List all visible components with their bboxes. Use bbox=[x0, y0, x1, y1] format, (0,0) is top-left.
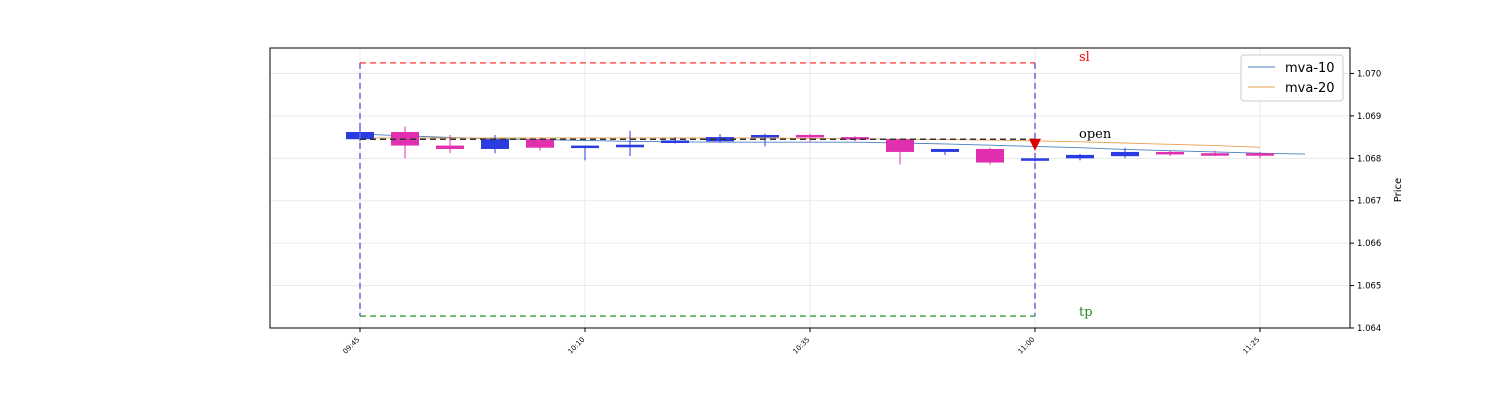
candle-body bbox=[931, 148, 959, 152]
candle-body bbox=[616, 144, 644, 148]
legend-label-mva-10: mva-10 bbox=[1285, 61, 1335, 76]
trade-box bbox=[359, 62, 1041, 317]
candle-body bbox=[796, 134, 824, 138]
x-tick-label: 10:35 bbox=[791, 336, 811, 356]
x-tick-label: 11:25 bbox=[1241, 336, 1261, 356]
candle-body bbox=[886, 139, 914, 152]
candle-body bbox=[1156, 151, 1184, 155]
x-axis: 09:45 10:10 10:35 11:00 11:25 bbox=[341, 328, 1261, 356]
y-axis-label: Price bbox=[1393, 178, 1404, 202]
sl-label: sl bbox=[1079, 50, 1090, 65]
candle-body bbox=[661, 140, 689, 144]
sell-signal-marker bbox=[1029, 138, 1041, 151]
tp-label: tp bbox=[1079, 305, 1093, 320]
open-label: open bbox=[1079, 127, 1112, 142]
candle-body bbox=[1021, 158, 1049, 161]
candle-body bbox=[436, 145, 464, 149]
candle-body bbox=[481, 139, 509, 149]
x-tick-label: 10:10 bbox=[566, 336, 586, 356]
x-tick-label: 09:45 bbox=[341, 336, 361, 356]
y-tick-label: 1.070 bbox=[1357, 69, 1381, 79]
candle-body bbox=[1246, 153, 1274, 156]
series-line-mva-10 bbox=[359, 133, 1306, 155]
candle-body bbox=[1111, 151, 1139, 157]
y-tick-label: 1.069 bbox=[1357, 112, 1381, 122]
y-axis: 1.064 1.065 1.066 1.067 1.068 1.069 1.070 bbox=[1350, 69, 1381, 334]
x-tick-label: 11:00 bbox=[1016, 336, 1036, 356]
candle-body bbox=[976, 148, 1004, 163]
y-tick-label: 1.066 bbox=[1357, 239, 1381, 249]
legend-label-mva-20: mva-20 bbox=[1285, 81, 1335, 96]
candle-body bbox=[1201, 153, 1229, 156]
legend: mva-10 mva-20 bbox=[1240, 54, 1344, 102]
candle-body bbox=[526, 139, 554, 148]
trade-annotations: sl open tp bbox=[1079, 50, 1112, 320]
y-tick-label: 1.064 bbox=[1357, 324, 1381, 334]
candle-body bbox=[571, 145, 599, 149]
candle-body bbox=[1066, 154, 1094, 159]
candle-body bbox=[841, 137, 869, 140]
candle-body bbox=[751, 134, 779, 138]
y-tick-label: 1.068 bbox=[1357, 154, 1381, 164]
y-tick-label: 1.067 bbox=[1357, 197, 1381, 207]
y-tick-label: 1.065 bbox=[1357, 282, 1381, 292]
grid bbox=[270, 48, 1350, 329]
